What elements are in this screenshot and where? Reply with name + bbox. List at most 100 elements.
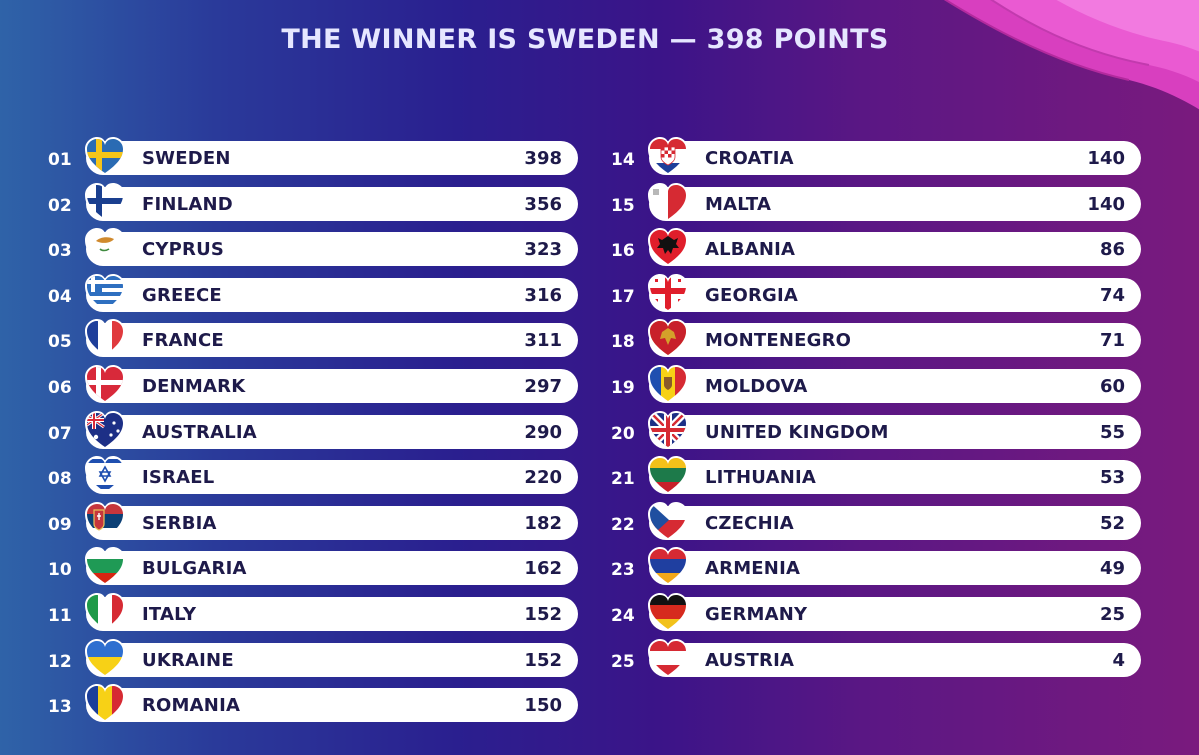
rank-number: 06	[48, 377, 72, 398]
rank-number: 15	[611, 195, 635, 216]
rank-number: 03	[48, 241, 72, 262]
points-value: 55	[1099, 421, 1125, 443]
australia-flag-icon	[84, 409, 126, 451]
result-row: 18 MONTENEGRO 71	[603, 319, 1143, 367]
result-pill: BULGARIA 162	[86, 551, 578, 586]
result-row: 13 ROMANIA 150	[40, 684, 580, 732]
result-row: 06 DENMARK 297	[40, 364, 580, 413]
result-pill: LITHUANIA 53	[649, 460, 1141, 495]
france-flag-icon	[84, 317, 126, 359]
lithuania-flag-icon	[647, 454, 689, 496]
result-row: 08 ISRAEL 220	[40, 456, 580, 504]
result-row: 16 ALBANIA 86	[603, 228, 1143, 276]
country-name: SERBIA	[142, 512, 217, 534]
croatia-flag-icon	[647, 135, 689, 177]
points-value: 182	[524, 512, 562, 534]
rank-number: 14	[611, 150, 635, 170]
result-pill: GEORGIA 74	[649, 277, 1141, 312]
country-name: FRANCE	[142, 330, 224, 352]
rank-number: 19	[611, 377, 635, 398]
result-row: 20 UNITED KINGDOM 55	[603, 410, 1143, 459]
result-row: 10 BULGARIA 162	[40, 547, 580, 595]
country-name: ARMENIA	[705, 558, 801, 580]
montenegro-flag-icon	[647, 317, 689, 359]
result-pill: DENMARK 297	[86, 368, 578, 403]
result-pill: MOLDOVA 60	[649, 368, 1141, 403]
results-column-right: 14 CROATIA 140	[603, 137, 1143, 687]
points-value: 150	[524, 695, 562, 717]
result-pill: CYPRUS 323	[86, 232, 578, 267]
page-title: THE WINNER IS SWEDEN — 398 POINTS	[281, 24, 889, 55]
austria-flag-icon	[647, 637, 689, 679]
rank-number: 12	[48, 651, 72, 672]
country-name: GERMANY	[705, 603, 808, 625]
result-pill: AUSTRIA 4	[649, 642, 1141, 677]
result-row: 11 ITALY 152	[40, 592, 580, 641]
result-row: 23 ARMENIA 49	[603, 547, 1143, 595]
result-row: 03 CYPRUS 323	[40, 228, 580, 276]
result-pill: GREECE 316	[86, 277, 578, 312]
result-pill: SWEDEN 398	[86, 141, 578, 175]
rank-number: 23	[611, 560, 635, 581]
points-value: 25	[1099, 603, 1125, 625]
rank-number: 16	[611, 241, 635, 262]
result-row: 17 GEORGIA 74	[603, 273, 1143, 322]
points-value: 140	[1087, 148, 1125, 169]
result-pill: CZECHIA 52	[649, 505, 1141, 540]
result-pill: ITALY 152	[86, 596, 578, 631]
points-value: 140	[1087, 193, 1125, 215]
country-name: ROMANIA	[142, 695, 241, 717]
rank-number: 02	[48, 195, 72, 216]
rank-number: 10	[48, 560, 72, 581]
country-name: AUSTRALIA	[142, 421, 257, 443]
result-pill: UKRAINE 152	[86, 642, 578, 677]
country-name: ALBANIA	[705, 239, 796, 261]
country-name: AUSTRIA	[705, 649, 795, 671]
uk-flag-icon	[647, 409, 689, 451]
rank-number: 11	[48, 605, 72, 626]
rank-number: 05	[48, 332, 72, 353]
rank-number: 18	[611, 332, 635, 353]
country-name: GEORGIA	[705, 284, 799, 306]
rank-number: 22	[611, 514, 635, 535]
result-pill: ALBANIA 86	[649, 232, 1141, 267]
points-value: 323	[524, 239, 562, 261]
result-row: 25 AUSTRIA 4	[603, 638, 1143, 687]
points-value: 71	[1099, 330, 1125, 352]
points-value: 220	[524, 467, 562, 489]
result-pill: GERMANY 25	[649, 596, 1141, 631]
country-name: LITHUANIA	[705, 467, 816, 489]
result-pill: FRANCE 311	[86, 323, 578, 358]
points-value: 290	[524, 421, 562, 443]
rank-number: 09	[48, 514, 72, 535]
italy-flag-icon	[84, 591, 126, 633]
greece-flag-icon	[84, 272, 126, 314]
albania-flag-icon	[647, 226, 689, 268]
result-row: 22 CZECHIA 52	[603, 501, 1143, 550]
points-value: 356	[524, 193, 562, 215]
czechia-flag-icon	[647, 500, 689, 542]
points-value: 152	[524, 649, 562, 671]
finland-flag-icon	[84, 181, 126, 223]
result-pill: ROMANIA 150	[86, 688, 578, 723]
rank-number: 01	[48, 150, 72, 170]
result-row: 21 LITHUANIA 53	[603, 456, 1143, 504]
country-name: MONTENEGRO	[705, 330, 852, 352]
points-value: 60	[1099, 375, 1125, 397]
cyprus-flag-icon	[84, 226, 126, 268]
country-name: MOLDOVA	[705, 375, 808, 397]
points-value: 297	[524, 375, 562, 397]
result-row: 19 MOLDOVA 60	[603, 364, 1143, 413]
sweden-flag-icon	[84, 135, 126, 177]
result-row: 02 FINLAND 356	[40, 182, 580, 231]
country-name: UNITED KINGDOM	[705, 421, 889, 443]
country-name: FINLAND	[142, 193, 233, 215]
country-name: CYPRUS	[142, 239, 225, 261]
result-pill: CROATIA 140	[649, 141, 1141, 175]
country-name: ITALY	[142, 603, 197, 625]
rank-number: 20	[611, 423, 635, 444]
result-row: 07 AUSTRALIA 290	[40, 410, 580, 459]
country-name: GREECE	[142, 284, 222, 306]
rank-number: 17	[611, 286, 635, 307]
malta-flag-icon	[647, 181, 689, 223]
